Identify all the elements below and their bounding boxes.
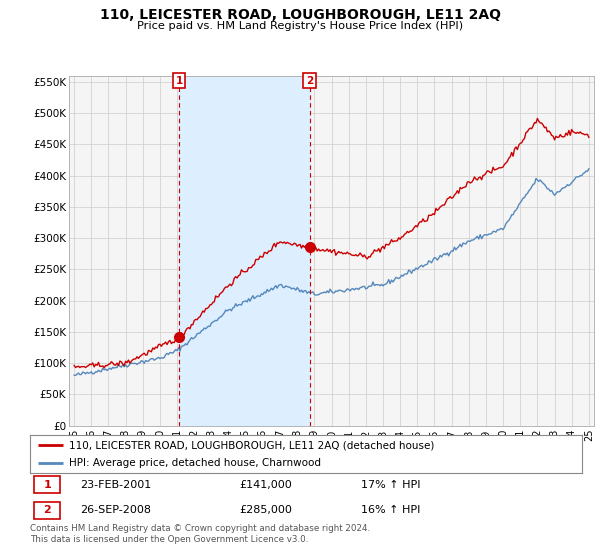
Text: £285,000: £285,000 [240, 506, 293, 515]
Bar [179, 76, 310, 426]
Text: 1: 1 [176, 76, 183, 86]
Text: 17% ↑ HPI: 17% ↑ HPI [361, 480, 421, 489]
Text: HPI: Average price, detached house, Charnwood: HPI: Average price, detached house, Char… [68, 458, 320, 468]
Text: 2: 2 [43, 506, 51, 515]
Text: 2: 2 [306, 76, 313, 86]
Text: £141,000: £141,000 [240, 480, 293, 489]
Text: 16% ↑ HPI: 16% ↑ HPI [361, 506, 421, 515]
Text: Price paid vs. HM Land Registry's House Price Index (HPI): Price paid vs. HM Land Registry's House … [137, 21, 463, 31]
Text: 26-SEP-2008: 26-SEP-2008 [80, 506, 151, 515]
Bar [34, 502, 60, 519]
Text: 23-FEB-2001: 23-FEB-2001 [80, 480, 151, 489]
Text: 1: 1 [43, 480, 51, 489]
Text: Contains HM Land Registry data © Crown copyright and database right 2024.
This d: Contains HM Land Registry data © Crown c… [30, 524, 370, 544]
Text: 110, LEICESTER ROAD, LOUGHBOROUGH, LE11 2AQ (detached house): 110, LEICESTER ROAD, LOUGHBOROUGH, LE11 … [68, 440, 434, 450]
Text: 110, LEICESTER ROAD, LOUGHBOROUGH, LE11 2AQ: 110, LEICESTER ROAD, LOUGHBOROUGH, LE11 … [100, 8, 500, 22]
Bar [34, 476, 60, 493]
